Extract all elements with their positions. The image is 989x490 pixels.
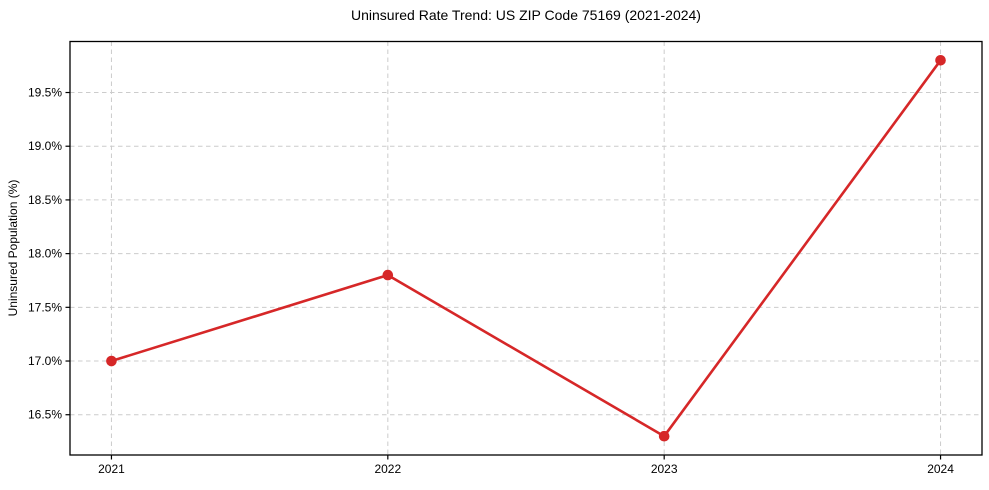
y-tick-label: 18.0% xyxy=(28,247,62,261)
trend-line xyxy=(110,58,942,438)
y-tick-label: 19.0% xyxy=(28,139,62,153)
y-axis-label: Uninsured Population (%) xyxy=(6,179,20,317)
data-point-marker xyxy=(658,430,670,442)
y-tick-label: 19.5% xyxy=(28,86,62,100)
data-point-marker xyxy=(106,355,117,367)
data-point-marker xyxy=(935,54,946,66)
y-tick-label: 17.5% xyxy=(28,300,62,314)
chart-title: Uninsured Rate Trend: US ZIP Code 75169 … xyxy=(351,7,701,23)
y-tick-label: 17.0% xyxy=(28,354,62,368)
y-tick-label: 16.5% xyxy=(28,408,62,422)
x-tick-label: 2023 xyxy=(651,462,678,476)
y-tick-label: 18.5% xyxy=(28,193,62,207)
data-point-marker xyxy=(382,269,394,281)
plot-border xyxy=(69,40,983,456)
x-tick-label: 2024 xyxy=(927,462,954,476)
x-tick-label: 2021 xyxy=(98,462,125,476)
x-tick-label: 2022 xyxy=(374,462,401,476)
